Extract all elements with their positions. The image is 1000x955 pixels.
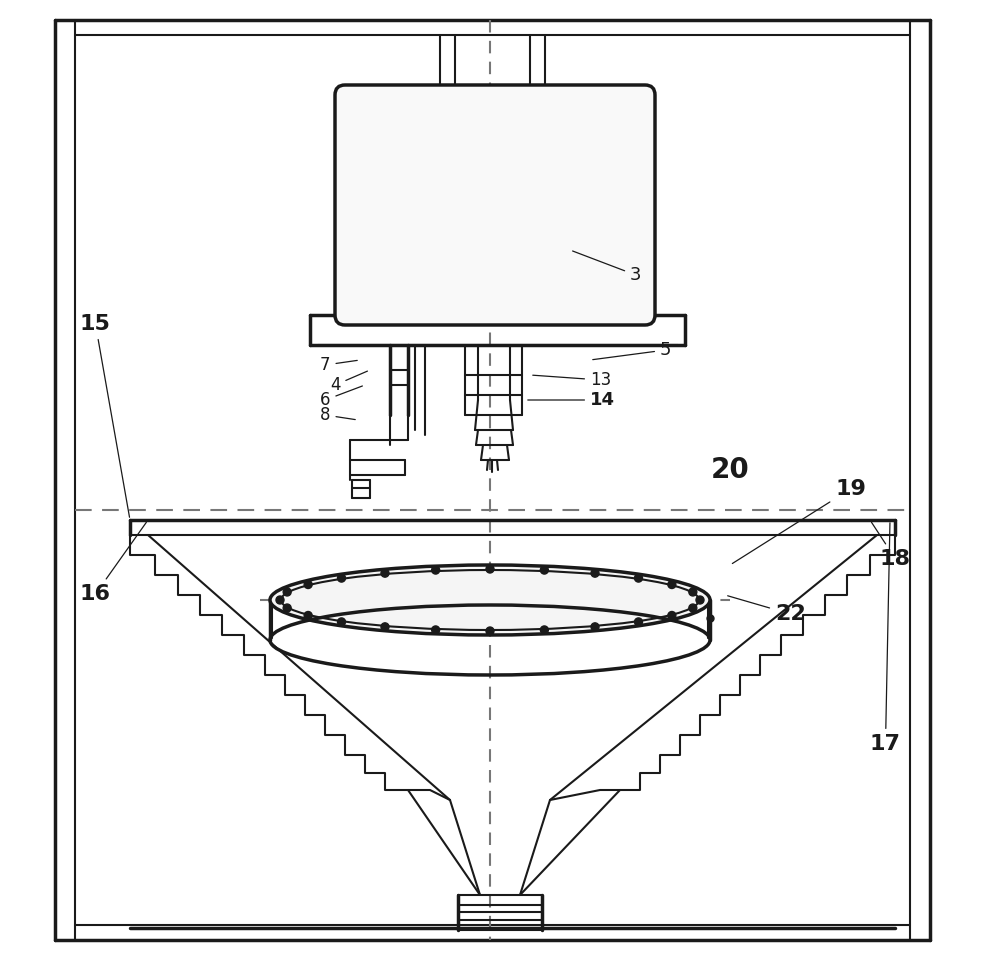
Text: 6: 6 xyxy=(320,386,362,409)
Circle shape xyxy=(304,611,312,620)
Ellipse shape xyxy=(270,565,710,635)
Circle shape xyxy=(304,581,312,588)
FancyBboxPatch shape xyxy=(335,85,655,325)
Text: 4: 4 xyxy=(330,371,367,394)
Circle shape xyxy=(668,611,676,620)
Circle shape xyxy=(338,574,346,583)
Circle shape xyxy=(591,569,599,577)
Text: 19: 19 xyxy=(732,479,866,563)
Circle shape xyxy=(689,588,697,596)
Text: 7: 7 xyxy=(320,356,357,374)
Text: 3: 3 xyxy=(573,251,642,284)
Circle shape xyxy=(486,627,494,635)
Circle shape xyxy=(432,566,440,574)
Circle shape xyxy=(432,626,440,634)
Text: 13: 13 xyxy=(533,371,611,389)
Text: 15: 15 xyxy=(80,314,130,518)
Circle shape xyxy=(283,588,291,596)
Circle shape xyxy=(381,569,389,577)
Text: 8: 8 xyxy=(320,406,355,424)
Circle shape xyxy=(634,574,642,583)
Circle shape xyxy=(540,566,548,574)
Text: 20: 20 xyxy=(711,456,749,484)
Circle shape xyxy=(696,596,704,604)
Text: 5: 5 xyxy=(593,341,672,360)
Circle shape xyxy=(338,618,346,626)
Text: 16: 16 xyxy=(80,522,146,604)
Circle shape xyxy=(540,626,548,634)
Circle shape xyxy=(486,565,494,573)
Text: 18: 18 xyxy=(872,522,911,569)
Circle shape xyxy=(689,604,697,612)
Circle shape xyxy=(634,618,642,626)
Text: 17: 17 xyxy=(870,522,901,754)
Text: 22: 22 xyxy=(728,596,806,624)
Circle shape xyxy=(668,581,676,588)
Circle shape xyxy=(591,623,599,631)
Circle shape xyxy=(283,604,291,612)
Circle shape xyxy=(381,623,389,631)
Text: 14: 14 xyxy=(528,391,615,409)
Circle shape xyxy=(276,596,284,604)
